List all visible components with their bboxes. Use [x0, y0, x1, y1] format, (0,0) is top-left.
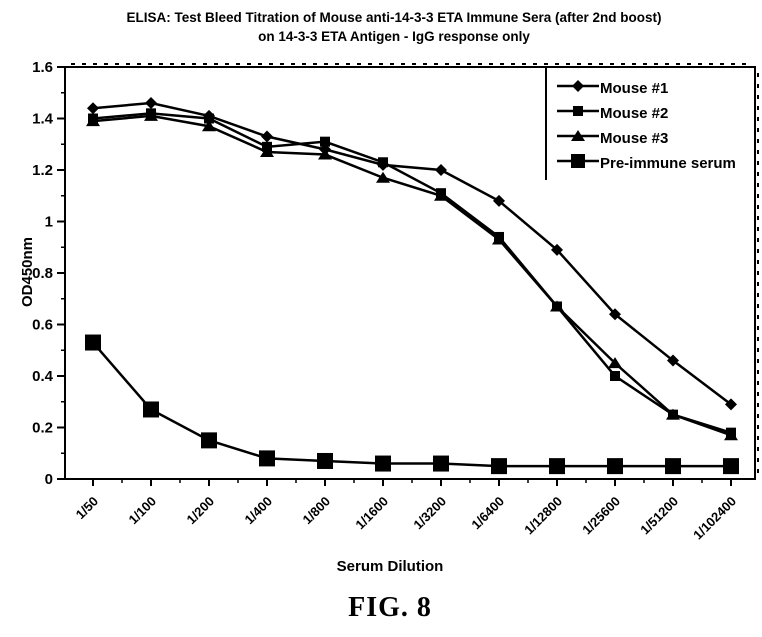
legend-label: Pre-immune serum [600, 155, 736, 172]
x-tick-label: 1/12800 [521, 494, 565, 538]
diamond-marker [261, 130, 273, 143]
large-square-marker [491, 458, 507, 475]
diamond-marker [493, 194, 505, 207]
large-square-marker [433, 455, 449, 472]
triangle-marker [202, 120, 216, 132]
triangle-marker [724, 429, 738, 441]
triangle-marker [434, 189, 448, 201]
y-tick-label: 0 [45, 471, 53, 488]
x-tick-label: 1/50 [73, 494, 102, 523]
x-tick-label: 1/200 [184, 494, 218, 528]
triangle-marker [86, 115, 100, 127]
triangle-marker [376, 171, 390, 183]
x-tick-label: 1/400 [242, 494, 276, 528]
triangle-marker [666, 408, 680, 420]
large-square-marker [143, 401, 159, 418]
square-marker [378, 157, 388, 168]
x-axis-label: Serum Dilution [336, 558, 444, 575]
series-line-mouse-2 [92, 112, 732, 434]
large-square-marker [375, 455, 391, 472]
large-square-marker [201, 432, 217, 449]
legend: Mouse #1 Mouse #2 Mouse #3 Pre-immune se… [556, 76, 756, 176]
x-tick-label: 1/6400 [468, 494, 507, 533]
series-line-pre-immune-serum [92, 341, 731, 468]
triangle-marker [318, 148, 332, 160]
x-tick-label: 1/51200 [637, 494, 681, 538]
y-tick-label: 0.2 [32, 420, 53, 437]
triangle-marker-icon [556, 127, 600, 150]
y-tick-label: 1.4 [32, 111, 54, 128]
y-tick-label: 1.2 [32, 162, 53, 179]
triangle-marker [144, 109, 158, 121]
y-tick-label: 0.6 [32, 317, 53, 334]
triangle-marker [608, 357, 622, 369]
triangle-marker [260, 145, 274, 157]
large-square-marker [607, 458, 623, 475]
large-square-marker [549, 458, 565, 475]
large-square-marker-icon [556, 152, 600, 175]
square-marker-icon [556, 102, 600, 125]
legend-item-mouse-3: Mouse #3 [556, 126, 756, 151]
x-tick-label: 1/100 [126, 494, 160, 528]
y-tick-label: 0.4 [32, 368, 54, 385]
x-tick-label: 1/800 [300, 494, 334, 528]
diamond-marker [667, 354, 679, 367]
square-marker [610, 371, 620, 381]
x-tick-label: 1/102400 [690, 494, 739, 543]
x-tick-label: 1/3200 [410, 494, 449, 533]
y-tick-label: 0.8 [32, 265, 53, 282]
diamond-marker [87, 102, 99, 115]
diamond-marker [145, 97, 157, 110]
square-marker [320, 136, 330, 147]
large-square-marker [723, 458, 739, 475]
legend-item-mouse-1: Mouse #1 [556, 76, 756, 101]
legend-item-pre-immune: Pre-immune serum [556, 151, 756, 176]
y-tick-label: 1.6 [32, 59, 53, 76]
diamond-marker-icon [556, 77, 600, 100]
large-square-marker [665, 458, 681, 475]
series-line-mouse-1 [92, 101, 732, 406]
x-tick-label: 1/25600 [579, 494, 623, 538]
large-square-marker [317, 452, 333, 469]
figure-caption: FIG. 8 [348, 592, 432, 623]
legend-label: Mouse #2 [600, 105, 669, 122]
triangle-marker [550, 300, 564, 312]
chart-title-line1: ELISA: Test Bleed Titration of Mouse ant… [126, 10, 662, 25]
diamond-marker [551, 243, 563, 256]
series-line-mouse-3 [92, 114, 732, 437]
legend-label: Mouse #1 [600, 80, 669, 97]
large-square-marker [85, 334, 101, 351]
diamond-marker [435, 164, 447, 176]
legend-item-mouse-2: Mouse #2 [556, 101, 756, 126]
diamond-marker [609, 308, 621, 321]
y-axis-label: OD450nm [19, 236, 36, 308]
chart-title-line2: on 14-3-3 ETA Antigen - IgG response onl… [258, 29, 530, 44]
diamond-marker [725, 398, 737, 411]
x-tick-label: 1/1600 [352, 494, 391, 533]
triangle-marker [492, 233, 506, 245]
legend-box-border [545, 68, 547, 180]
y-tick-label: 1 [45, 214, 53, 231]
large-square-marker [259, 450, 275, 467]
legend-label: Mouse #3 [600, 130, 669, 147]
chart-title: ELISA: Test Bleed Titration of Mouse ant… [30, 8, 758, 46]
square-marker [204, 113, 214, 124]
